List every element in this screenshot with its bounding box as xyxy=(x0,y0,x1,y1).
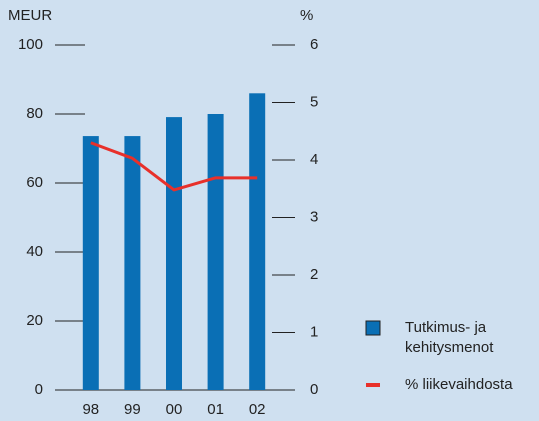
bar xyxy=(249,93,266,391)
bar xyxy=(166,117,182,390)
bar xyxy=(124,136,141,390)
legend-swatch xyxy=(366,383,380,387)
y2-tick-label: 6 xyxy=(310,36,318,53)
y2-tick-label: 2 xyxy=(310,266,318,283)
y-tick-label: 40 xyxy=(26,243,43,260)
y2-tick-label: 5 xyxy=(310,93,318,110)
line xyxy=(90,141,258,192)
y2-tick-label: 1 xyxy=(310,323,318,340)
x-tick-label: 99 xyxy=(124,401,141,418)
y-axis-label: MEUR xyxy=(8,7,52,24)
bar xyxy=(207,114,224,390)
y-tick-label: 80 xyxy=(26,105,43,122)
x-tick-label: 00 xyxy=(166,401,183,418)
legend-label: % liikevaihdosta xyxy=(405,376,513,393)
y2-axis-label: % xyxy=(300,7,313,24)
y-tick-label: 0 xyxy=(35,381,43,398)
legend-label: Tutkimus- ja kehitysmenot xyxy=(405,319,494,356)
y2-tick-label: 3 xyxy=(310,208,318,225)
legend-swatch xyxy=(365,320,381,336)
y2-tick-label: 4 xyxy=(310,151,318,168)
x-tick-label: 02 xyxy=(249,401,266,418)
y-tick-label: 100 xyxy=(18,36,43,53)
x-tick-label: 98 xyxy=(82,401,99,418)
x-tick-label: 01 xyxy=(207,401,224,418)
y-tick-label: 20 xyxy=(26,312,43,329)
y-tick-label: 60 xyxy=(26,174,43,191)
bar xyxy=(82,136,99,390)
y2-tick-label: 0 xyxy=(310,381,318,398)
